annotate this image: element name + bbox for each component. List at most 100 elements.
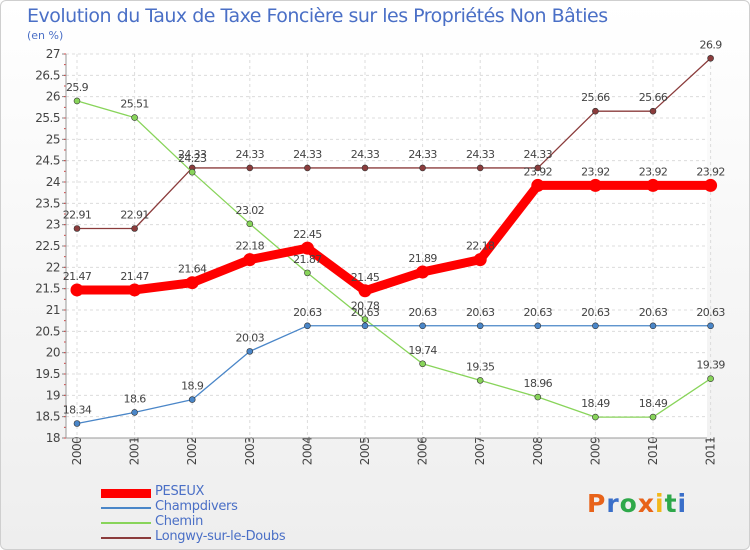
data-point (361, 164, 369, 172)
data-label: 22.18 (236, 240, 265, 253)
data-point (476, 164, 484, 172)
legend-label: PESEUX (155, 484, 205, 499)
legend-label: Longwy-sur-le-Doubs (155, 529, 286, 544)
chart-unit-label: (en %) (27, 29, 64, 42)
y-tick-label: 24 (46, 175, 60, 189)
data-point (588, 178, 602, 192)
data-label: 24.33 (293, 148, 322, 161)
x-tick-label: 2002 (185, 437, 199, 466)
data-point (246, 220, 254, 228)
data-label: 20.63 (639, 306, 668, 319)
data-point (592, 107, 599, 115)
x-tick-label: 2007 (473, 437, 487, 466)
data-label: 18.49 (581, 397, 610, 410)
data-label: 21.87 (293, 253, 322, 266)
series-line-longwy-sur-le-doubs (76, 57, 712, 230)
data-label: 23.92 (581, 165, 610, 178)
data-point (246, 164, 254, 172)
data-point (185, 276, 199, 290)
y-tick-label: 26 (46, 90, 60, 104)
y-tick-label: 24.5 (35, 154, 60, 168)
data-point (416, 265, 430, 279)
y-tick-label: 22 (46, 260, 60, 274)
x-tick-label: 2009 (588, 437, 602, 466)
data-label: 24.23 (178, 152, 207, 165)
chart-title: Evolution du Taux de Taxe Foncière sur l… (27, 5, 608, 27)
data-point (361, 316, 369, 323)
x-tick-label: 2001 (128, 437, 142, 466)
data-label: 20.78 (351, 299, 380, 312)
series-line-champdivers (76, 325, 712, 425)
data-label: 26.9 (700, 38, 723, 51)
data-point (419, 322, 426, 330)
data-point (304, 269, 311, 277)
y-tick-label: 21.5 (35, 282, 60, 296)
x-tick-label: 2006 (416, 437, 430, 466)
data-label: 20.03 (236, 331, 265, 344)
data-point (592, 322, 599, 330)
data-label: 18.96 (524, 377, 553, 390)
data-label: 23.92 (639, 165, 668, 178)
data-label: 23.02 (236, 204, 265, 217)
data-point (473, 253, 487, 267)
data-label: 23.92 (524, 165, 553, 178)
data-label: 24.33 (466, 148, 495, 161)
data-label: 20.63 (524, 306, 553, 319)
data-label: 21.64 (178, 263, 207, 276)
data-point (131, 225, 138, 232)
x-tick-label: 2004 (300, 437, 314, 466)
legend-swatch (101, 537, 151, 539)
data-point (649, 413, 657, 421)
data-label: 21.45 (351, 271, 380, 284)
data-point (646, 178, 660, 192)
data-point (70, 283, 84, 297)
data-label: 24.33 (351, 148, 380, 161)
data-point (128, 283, 142, 297)
data-label: 23.92 (696, 165, 725, 178)
data-label: 20.63 (293, 306, 322, 319)
data-label: 20.63 (696, 306, 725, 319)
data-label: 18.34 (63, 403, 92, 416)
data-point (73, 97, 81, 105)
data-label: 25.66 (639, 91, 668, 104)
data-label: 20.63 (466, 306, 495, 319)
data-label: 22.91 (63, 209, 92, 222)
y-tick-label: 25.5 (35, 111, 60, 125)
legend-label: Chemin (155, 514, 204, 529)
data-point (534, 164, 542, 172)
legend-swatch (101, 488, 151, 498)
legend-swatch (101, 507, 151, 509)
legend-swatch (101, 522, 151, 524)
y-tick-label: 21 (46, 303, 60, 317)
data-label: 24.33 (524, 148, 553, 161)
y-tick-label: 23.5 (35, 196, 60, 210)
data-point (649, 107, 657, 115)
y-tick-label: 26.5 (35, 68, 60, 82)
x-tick-label: 2008 (531, 437, 545, 466)
y-tick-label: 20 (46, 346, 60, 360)
data-point (476, 377, 484, 384)
data-label: 24.33 (236, 148, 265, 161)
legend-label: Champdivers (155, 499, 238, 514)
data-label: 21.47 (120, 270, 149, 283)
data-point (361, 322, 369, 330)
y-tick-label: 20.5 (35, 324, 60, 338)
data-label: 22.45 (293, 228, 322, 241)
data-point (131, 114, 138, 121)
data-point (707, 54, 714, 62)
x-tick-label: 2011 (704, 437, 718, 466)
data-point (358, 284, 372, 298)
data-point (73, 420, 81, 427)
data-label: 18.49 (639, 397, 668, 410)
data-point (419, 360, 426, 368)
y-tick-label: 19 (46, 388, 60, 402)
data-label: 25.9 (66, 81, 89, 94)
y-tick-label: 18.5 (35, 410, 60, 424)
data-point (707, 322, 714, 330)
y-tick-label: 27 (46, 47, 60, 61)
brand-logo: Proxiti (587, 489, 688, 518)
data-point (304, 322, 311, 330)
data-label: 22.18 (466, 240, 495, 253)
data-label: 24.33 (408, 148, 437, 161)
